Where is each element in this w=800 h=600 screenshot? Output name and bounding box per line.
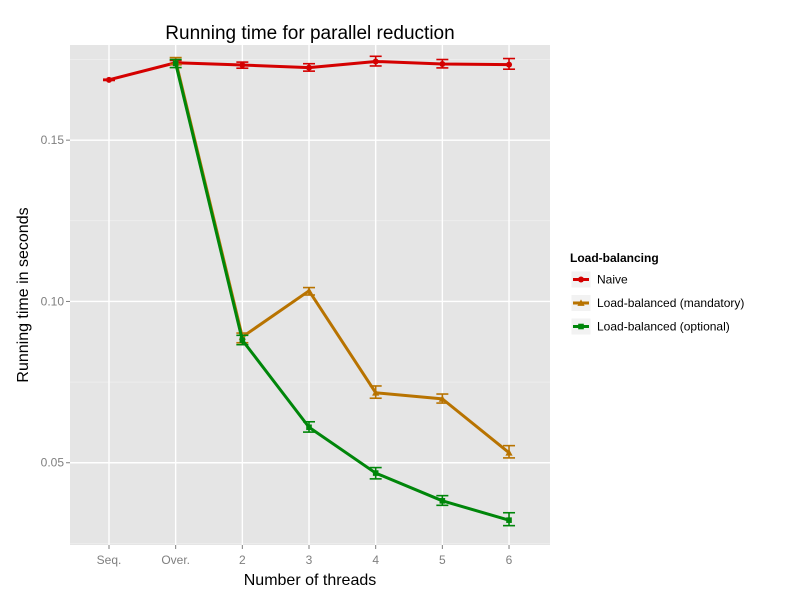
data-point	[506, 61, 513, 68]
x-tick-label: 3	[306, 553, 313, 567]
legend-entry-3: Load-balanced (optional)	[570, 317, 730, 336]
y-tick-label: 0.15	[41, 133, 65, 147]
data-point	[239, 337, 246, 343]
legend: Load-balancing Naive Load-balanced (manda…	[570, 251, 744, 336]
data-point	[305, 287, 313, 294]
x-axis-title: Number of threads	[244, 572, 377, 589]
y-tick-label: 0.05	[41, 456, 65, 470]
x-tick-label: 4	[372, 553, 379, 567]
x-tick-label: Over.	[161, 553, 190, 567]
data-point	[506, 517, 512, 523]
data-point	[306, 424, 312, 431]
chart-title: Running time for parallel reduction	[165, 23, 454, 44]
series-3	[169, 58, 516, 527]
data-point	[372, 58, 379, 65]
data-point	[372, 470, 379, 476]
data-point	[372, 389, 380, 396]
legend-entry-2: Load-balanced (mandatory)	[570, 294, 744, 312]
legend-label: Naive	[597, 273, 628, 287]
series-line	[174, 61, 511, 522]
legend-marker	[578, 276, 584, 283]
legend-marker	[578, 323, 584, 330]
data-point	[505, 449, 513, 456]
legend-label: Load-balanced (mandatory)	[597, 296, 744, 310]
y-axis: 0.05 0.10 0.15	[41, 133, 70, 470]
data-point	[106, 76, 112, 83]
legend-title: Load-balancing	[570, 251, 659, 265]
legend-label: Load-balanced (optional)	[597, 320, 730, 334]
data-point	[239, 62, 246, 68]
data-point	[306, 64, 313, 71]
data-point	[439, 61, 446, 68]
data-point	[438, 395, 446, 402]
x-tick-label: 2	[239, 553, 246, 567]
x-tick-label: 6	[506, 553, 513, 567]
data-point	[172, 60, 179, 67]
x-axis: Seq. Over. 2 3 4 5 6	[97, 545, 513, 567]
legend-marker	[577, 299, 585, 306]
x-tick-label: 5	[439, 553, 446, 567]
x-tick-label: Seq.	[97, 553, 122, 567]
data-point	[439, 498, 446, 504]
y-axis-title: Running time in seconds	[15, 207, 32, 382]
series-group	[103, 55, 516, 527]
legend-entry-1: Naive	[570, 270, 628, 289]
y-tick-label: 0.10	[41, 294, 65, 308]
